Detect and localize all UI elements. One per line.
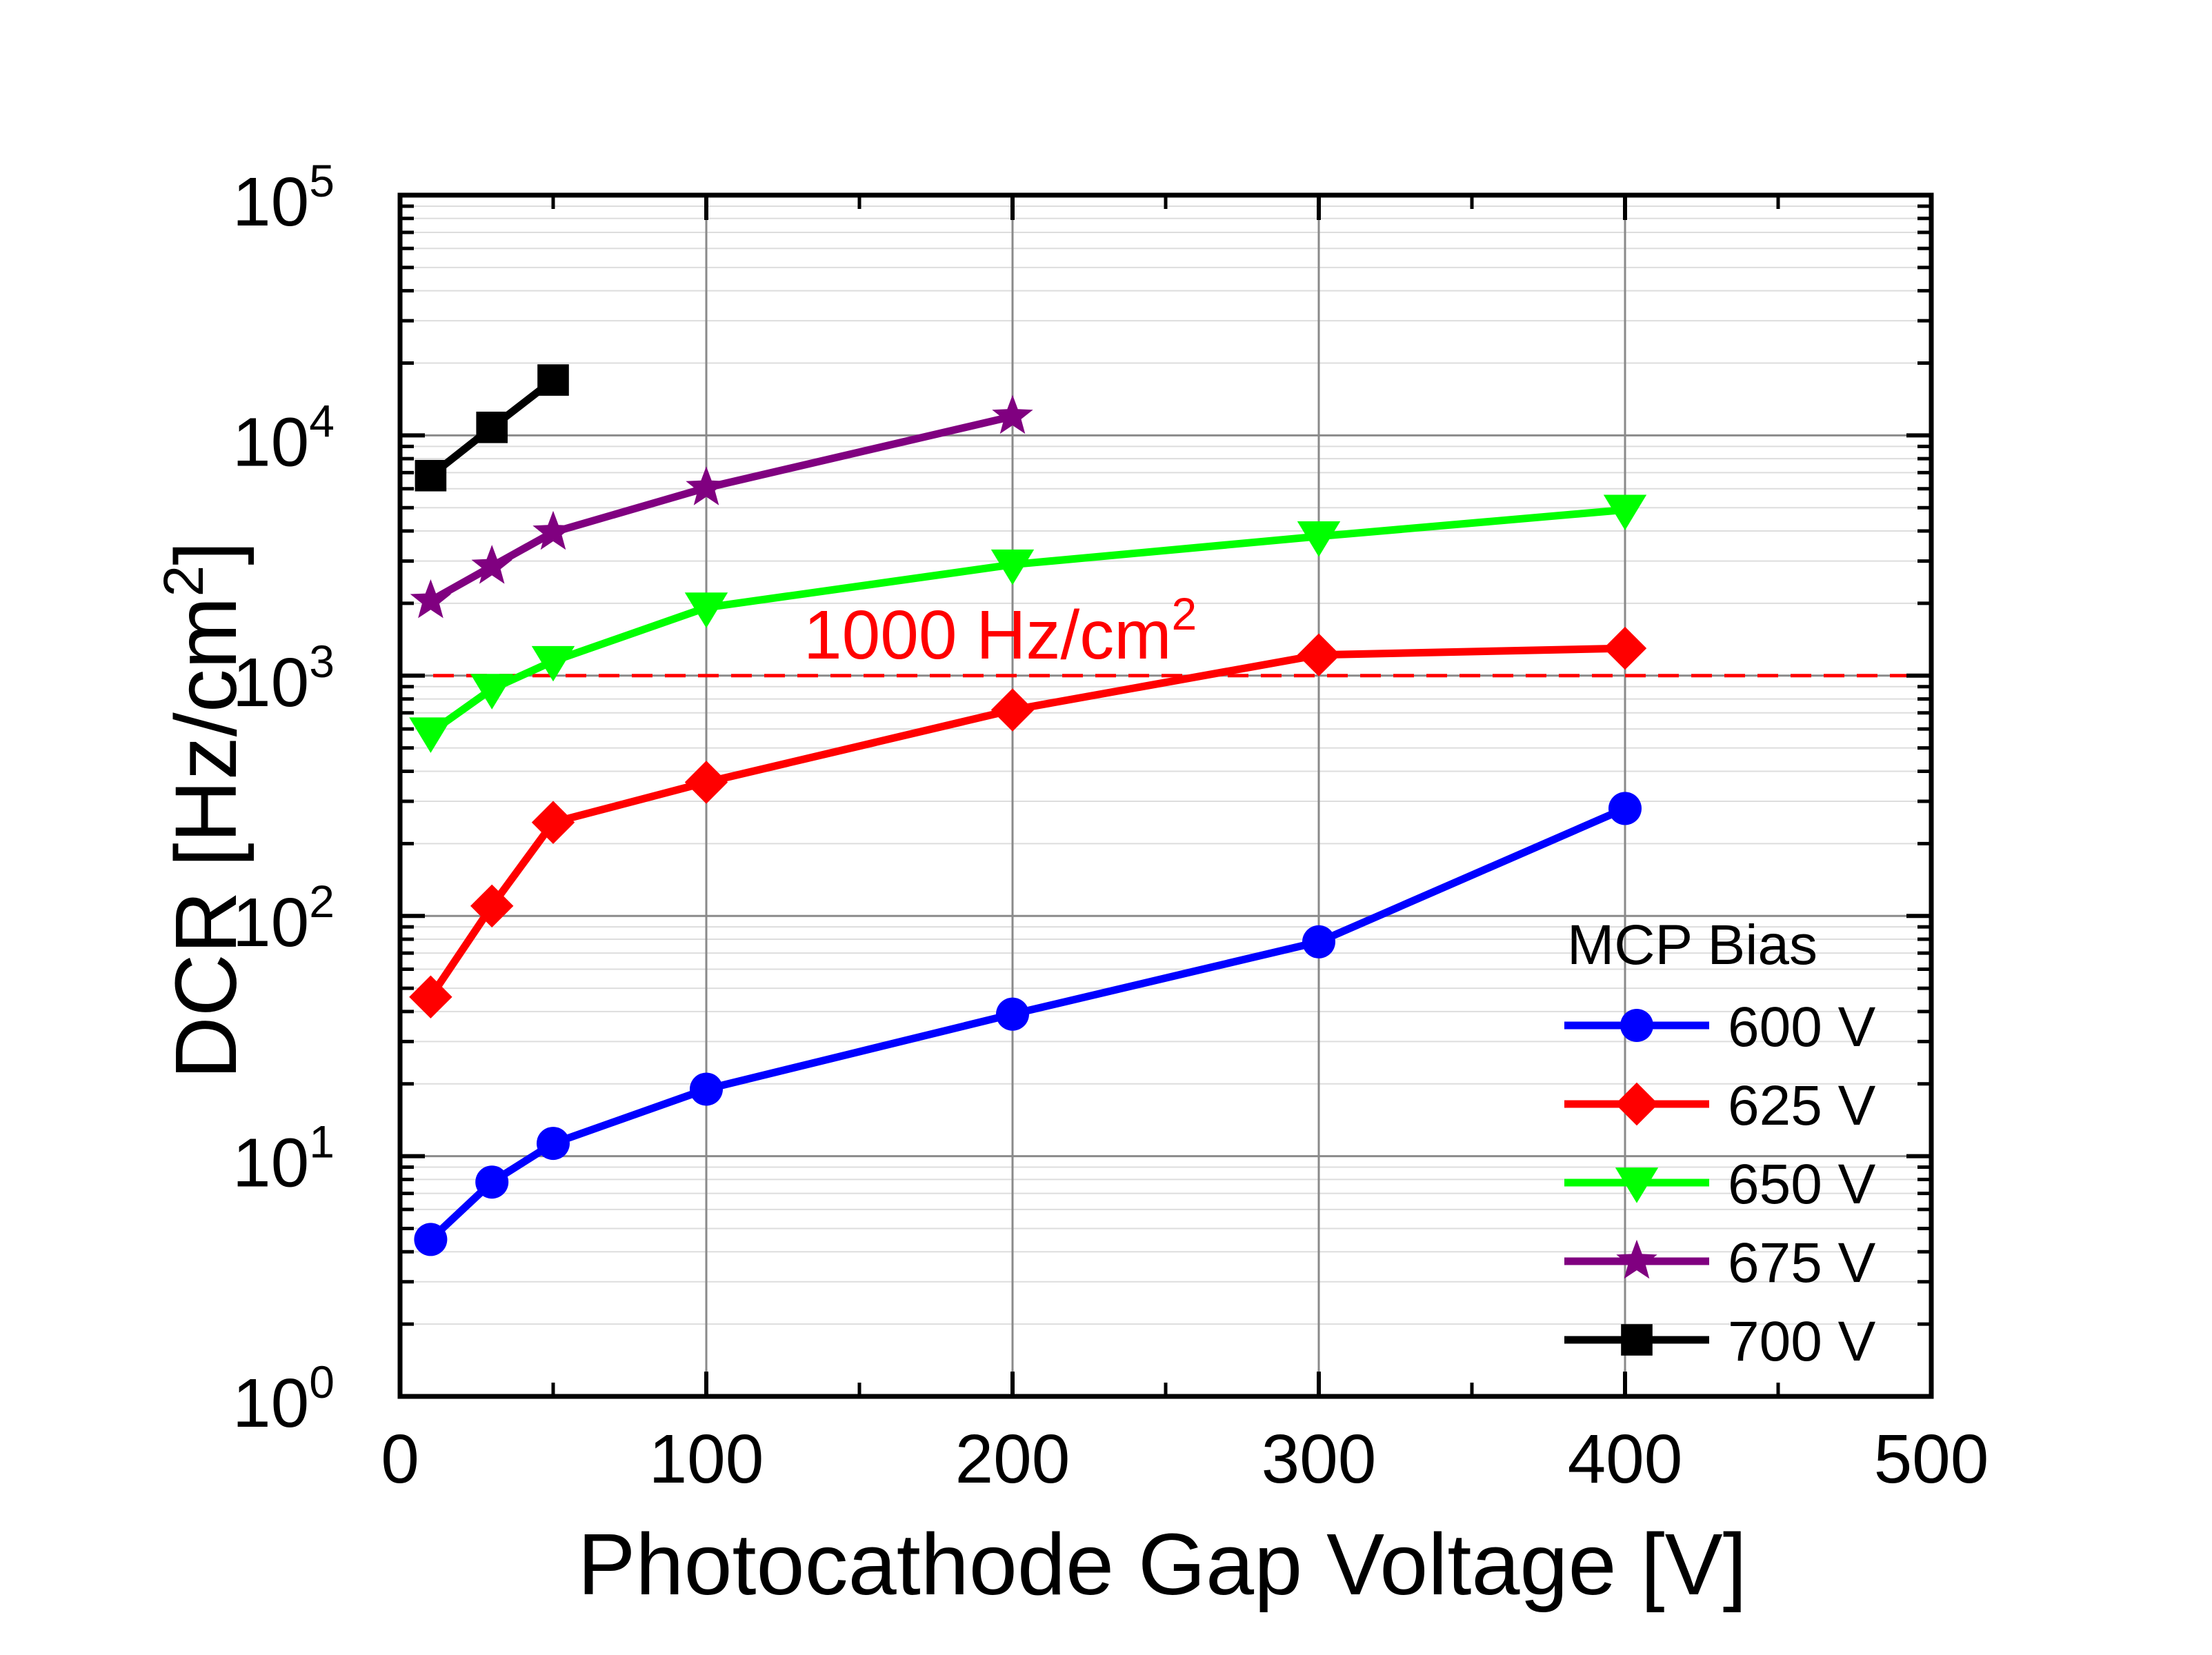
marker-star (992, 394, 1033, 434)
marker-diamond (1615, 1082, 1659, 1126)
y-tick-label-exp: 2 (309, 876, 335, 927)
y-tick-label: 104 (232, 395, 335, 481)
marker-diamond (684, 761, 728, 804)
marker-square (537, 364, 569, 396)
y-tick-label-base: 10 (232, 403, 309, 481)
marker-square (1621, 1324, 1653, 1356)
marker-star (471, 545, 512, 584)
marker-star (1616, 1239, 1657, 1279)
marker-square (476, 411, 508, 443)
marker-diamond (470, 884, 514, 927)
marker-circle (414, 1223, 448, 1256)
x-tick-label: 100 (649, 1421, 764, 1498)
marker-triangle-down (409, 717, 452, 753)
marker-triangle-down (1297, 521, 1341, 557)
y-tick-label-base: 10 (232, 1125, 309, 1202)
marker-circle (537, 1127, 570, 1161)
y-tick-label: 101 (232, 1116, 335, 1202)
x-axis-title: Photocathode Gap Voltage [V] (577, 1516, 1746, 1613)
y-tick-label-base: 10 (232, 644, 309, 721)
marker-diamond (1603, 626, 1647, 670)
reference-line-label-text: 1000 Hz/cm (804, 596, 1172, 674)
y-tick-label-exp: 1 (309, 1116, 335, 1167)
y-tick-label-base: 10 (232, 163, 309, 241)
series-600v (414, 792, 1642, 1256)
y-tick-label-exp: 0 (309, 1356, 335, 1407)
marker-circle (1620, 1009, 1653, 1042)
y-tick-label-exp: 4 (309, 395, 335, 446)
y-axis-title: DCR [Hz/cm2] (152, 541, 255, 1080)
y-tick-label: 102 (232, 876, 335, 961)
y-tick-label-exp: 3 (309, 636, 335, 687)
y-tick-label: 100 (232, 1356, 335, 1442)
marker-circle (1302, 925, 1335, 959)
legend-item: 700 V (1564, 1310, 1876, 1373)
marker-circle (690, 1072, 723, 1106)
marker-diamond (531, 801, 575, 844)
series-675v (410, 394, 1033, 619)
legend-label: 600 V (1728, 996, 1876, 1059)
marker-triangle-down (470, 674, 514, 710)
marker-star (410, 579, 452, 619)
legend: MCP Bias 600 V 625 V 650 V 675 V 700 V (1564, 914, 1876, 1373)
x-tick-label: 500 (1874, 1421, 1989, 1498)
series-700v (415, 364, 569, 492)
x-tick-label: 300 (1262, 1421, 1377, 1498)
marker-triangle-down (684, 592, 728, 628)
y-tick-label-base: 10 (232, 884, 309, 961)
legend-label: 700 V (1728, 1310, 1876, 1373)
marker-diamond (990, 688, 1035, 732)
legend-item: 625 V (1564, 1074, 1876, 1137)
marker-circle (475, 1165, 509, 1199)
legend-item: 650 V (1564, 1153, 1876, 1216)
marker-star (686, 466, 727, 505)
y-axis-title-base: DCR [Hz/cm (157, 596, 255, 1079)
y-axis-title-sup: 2 (152, 565, 215, 597)
y-tick-label-exp: 5 (309, 155, 335, 206)
marker-circle (1608, 792, 1642, 825)
series-group (409, 364, 1647, 1256)
axis-ticks (398, 193, 1933, 1398)
legend-item: 675 V (1564, 1232, 1876, 1294)
x-tick-labels: 0 100 200 300 400 500 (381, 1421, 1989, 1498)
legend-title: MCP Bias (1567, 914, 1817, 976)
marker-diamond (409, 975, 452, 1019)
y-tick-label: 103 (232, 636, 335, 721)
marker-triangle-down (1615, 1167, 1659, 1203)
series-625v (409, 626, 1647, 1019)
y-tick-label-base: 10 (232, 1365, 309, 1442)
legend-label: 675 V (1728, 1232, 1876, 1294)
legend-item: 600 V (1564, 996, 1876, 1059)
x-tick-label: 0 (381, 1421, 419, 1498)
marker-triangle-down (1603, 494, 1647, 530)
minor-grid (400, 205, 1931, 1325)
marker-triangle-down (990, 549, 1035, 585)
marker-diamond (1297, 633, 1341, 676)
series-650v (409, 494, 1647, 753)
x-tick-label: 400 (1568, 1421, 1683, 1498)
marker-triangle-down (531, 645, 575, 682)
reference-line-label-sup: 2 (1172, 588, 1197, 639)
reference-line-label: 1000 Hz/cm2 (804, 588, 1197, 674)
x-tick-label: 200 (955, 1421, 1070, 1498)
marker-star (532, 510, 574, 550)
y-tick-label: 105 (232, 155, 335, 241)
marker-circle (996, 997, 1029, 1031)
legend-label: 650 V (1728, 1153, 1876, 1216)
y-axis-title-end: ] (157, 541, 255, 565)
marker-square (415, 459, 447, 492)
legend-label: 625 V (1728, 1074, 1876, 1137)
